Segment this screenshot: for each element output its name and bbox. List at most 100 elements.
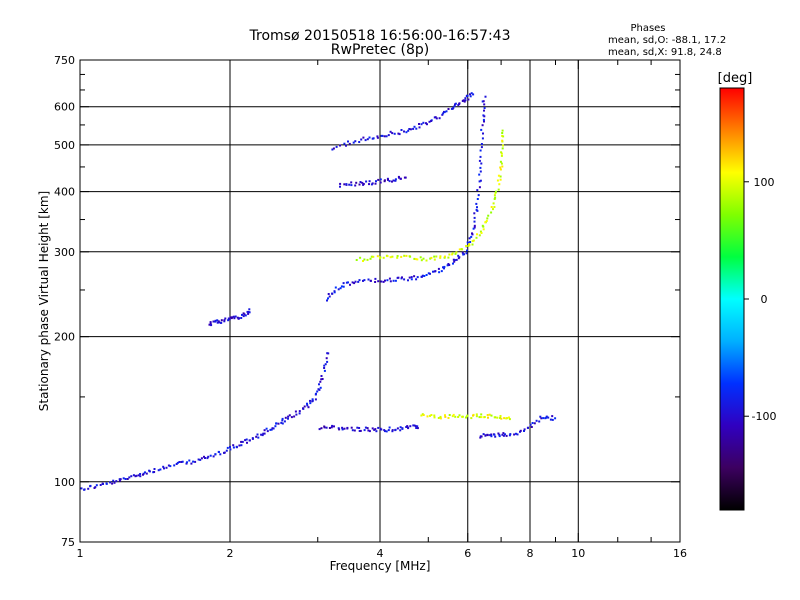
echo-point	[373, 428, 376, 431]
echo-point	[503, 417, 506, 420]
echo-point	[480, 416, 483, 419]
echo-point	[223, 319, 226, 322]
echo-point	[214, 319, 217, 322]
echo-point	[389, 130, 392, 133]
echo-point	[271, 427, 274, 430]
echo-point	[355, 259, 358, 261]
echo-point	[368, 180, 371, 183]
echo-point	[463, 100, 466, 103]
echo-point	[137, 474, 140, 477]
y-tick-label: 400	[54, 186, 75, 199]
chart-title: Tromsø 20150518 16:56:00-16:57:43	[249, 28, 511, 44]
echo-point	[238, 317, 241, 320]
echo-point	[418, 123, 420, 125]
echo-point	[454, 102, 457, 105]
echo-point	[320, 427, 323, 430]
echo-point	[280, 421, 283, 424]
echo-point	[358, 183, 361, 186]
echo-point	[416, 276, 419, 279]
echo-point	[482, 132, 484, 135]
echo-point	[482, 100, 485, 103]
echo-point	[206, 457, 209, 460]
echo-point	[331, 292, 334, 295]
echo-point	[451, 252, 454, 255]
echo-point	[468, 244, 471, 247]
echo-point	[551, 415, 554, 418]
echo-point	[357, 280, 360, 283]
echo-point	[370, 255, 373, 258]
echo-point	[142, 473, 144, 476]
echo-point	[246, 441, 248, 444]
echo-point	[475, 415, 478, 418]
echo-point	[391, 430, 394, 433]
echo-point	[473, 216, 476, 219]
echo-point	[468, 237, 471, 240]
echo-point	[447, 256, 450, 259]
echo-point	[501, 129, 504, 132]
echo-point	[323, 364, 326, 367]
echo-point	[481, 137, 484, 140]
echo-point	[274, 425, 277, 428]
echo-point	[265, 427, 268, 430]
echo-point	[405, 131, 408, 134]
echo-point	[452, 258, 455, 261]
echo-point	[479, 230, 482, 233]
echo-point	[506, 417, 509, 420]
echo-point	[476, 189, 479, 192]
echo-point	[472, 93, 475, 96]
echo-point	[479, 166, 482, 169]
echo-point	[476, 206, 478, 209]
echo-point	[323, 367, 326, 369]
echo-point	[448, 264, 451, 266]
echo-point	[391, 132, 394, 135]
echo-point	[439, 415, 442, 418]
colorbar-tick-label: -100	[752, 410, 777, 423]
echo-point	[492, 208, 494, 211]
echo-point	[490, 433, 493, 436]
echo-point	[375, 180, 377, 183]
echo-point	[475, 202, 478, 205]
x-tick-label: 6	[464, 547, 471, 560]
echo-point	[498, 183, 501, 186]
echo-point	[122, 477, 125, 480]
echo-point	[429, 414, 431, 417]
echo-point	[214, 453, 217, 456]
echo-point	[316, 390, 319, 393]
echo-point	[241, 313, 243, 316]
echo-point	[363, 429, 366, 432]
echo-point	[333, 290, 336, 293]
echo-point	[404, 176, 407, 179]
echo-point	[471, 232, 473, 235]
echo-point	[326, 352, 329, 355]
echo-point	[505, 434, 508, 437]
echo-point	[194, 460, 197, 463]
echo-point	[391, 255, 394, 258]
echo-point	[397, 132, 400, 135]
echo-point	[502, 144, 504, 147]
echo-point	[185, 462, 188, 465]
echo-point	[464, 97, 467, 100]
echo-point	[270, 428, 273, 431]
echo-point	[448, 414, 451, 416]
echo-point	[480, 143, 483, 145]
echo-point	[407, 426, 409, 429]
echo-point	[290, 416, 293, 419]
echo-point	[405, 254, 408, 257]
echo-point	[377, 426, 380, 429]
echo-point	[472, 239, 475, 242]
echo-point	[441, 113, 444, 116]
echo-point	[479, 155, 482, 158]
echo-point	[533, 422, 536, 425]
echo-point	[275, 422, 278, 425]
echo-point	[383, 179, 386, 182]
echo-point	[493, 433, 496, 436]
echo-point	[482, 228, 485, 231]
echo-point	[323, 426, 326, 429]
echo-point	[295, 413, 298, 416]
echo-point	[244, 439, 247, 442]
echo-point	[241, 440, 244, 443]
echo-point	[539, 415, 542, 418]
echo-point	[493, 206, 496, 208]
x-tick-label: 8	[527, 547, 534, 560]
echo-point	[319, 386, 322, 389]
